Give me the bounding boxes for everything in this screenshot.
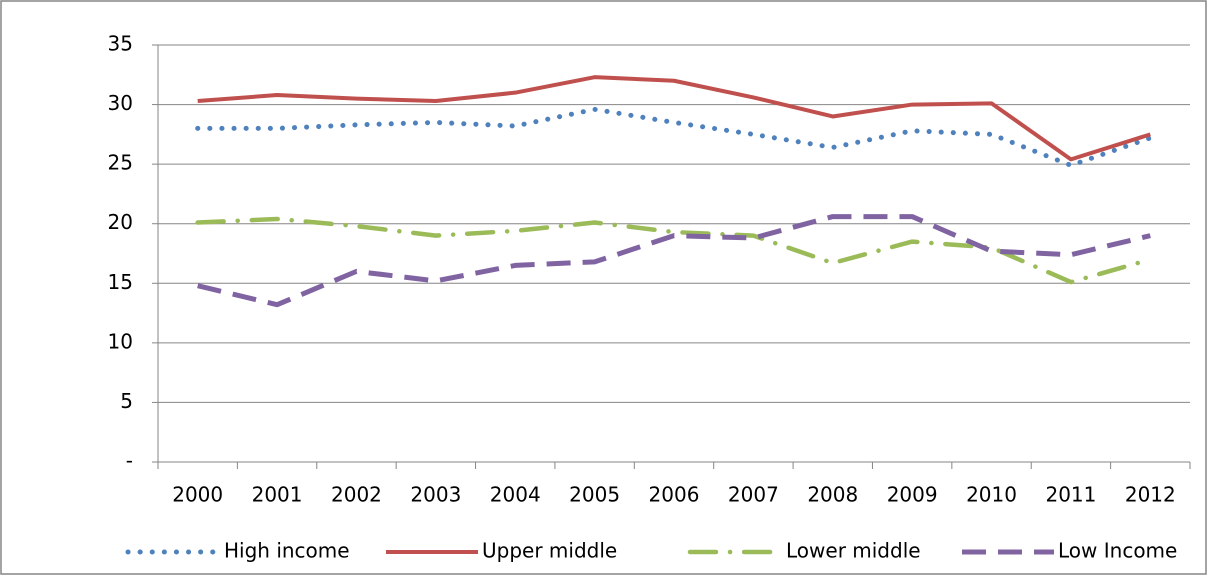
x-tick-label: 2007	[728, 483, 779, 507]
x-tick-label: 2005	[569, 483, 620, 507]
legend-label: High income	[224, 539, 350, 563]
y-tick-label: 10	[108, 329, 133, 353]
y-tick-label: 20	[108, 210, 133, 234]
x-tick-label: 2010	[966, 483, 1017, 507]
x-tick-label: 2003	[410, 483, 461, 507]
x-tick-label: 2011	[1045, 483, 1096, 507]
x-tick-label: 2008	[807, 483, 858, 507]
y-tick-label: 25	[108, 151, 133, 175]
series-line	[197, 214, 1151, 308]
x-tick-label: 2012	[1125, 483, 1176, 507]
y-tick-label: 30	[108, 91, 133, 115]
y-tick-label: -	[126, 449, 133, 473]
x-tick-label: 2002	[331, 483, 382, 507]
series-line	[197, 75, 1151, 162]
y-tick-label: 5	[120, 389, 133, 413]
x-tick-label: 2006	[649, 483, 700, 507]
y-tick-label: 35	[108, 32, 133, 56]
x-tick-label: 2001	[252, 483, 303, 507]
legend-label: Low Income	[1058, 539, 1177, 563]
series-line	[195, 106, 1153, 168]
y-tick-label: 15	[108, 270, 133, 294]
legend-label: Upper middle	[482, 539, 617, 563]
x-tick-label: 2004	[490, 483, 541, 507]
legend-label: Lower middle	[786, 539, 921, 563]
x-tick-label: 2009	[887, 483, 938, 507]
x-tick-label: 2000	[172, 483, 223, 507]
